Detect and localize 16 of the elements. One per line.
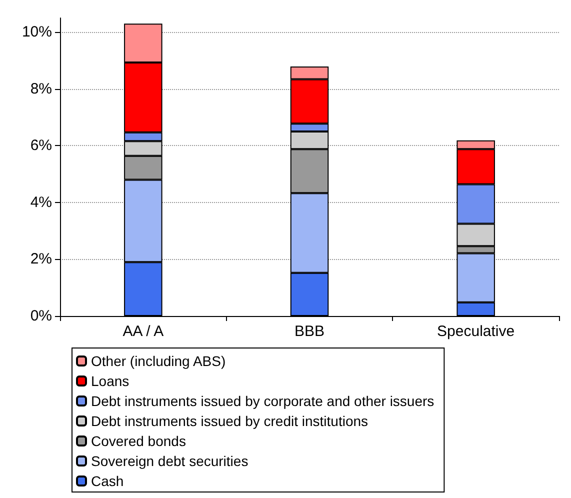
legend-label: Covered bonds xyxy=(91,433,186,449)
legend-label: Cash xyxy=(91,473,124,489)
legend-label: Sovereign debt securities xyxy=(91,453,248,469)
y-tick-label: 8% xyxy=(30,80,52,98)
y-tick-label: 6% xyxy=(30,137,52,154)
legend-label: Other (including ABS) xyxy=(91,353,226,369)
y-tick-label: 4% xyxy=(30,194,52,211)
x-tick-label: Speculative xyxy=(437,323,515,340)
legend-label: Loans xyxy=(91,373,130,389)
y-tick-label: 10% xyxy=(22,24,52,41)
x-tick-label: BBB xyxy=(294,323,325,340)
legend-label: Debt instruments issued by corporate and other issuers xyxy=(91,393,434,409)
x-tick-label: AA / A xyxy=(122,323,164,340)
legend-label: Debt instruments issued by credit institutions xyxy=(91,413,368,429)
y-tick-label: 0% xyxy=(30,308,52,324)
y-tick-label: 2% xyxy=(30,250,52,268)
